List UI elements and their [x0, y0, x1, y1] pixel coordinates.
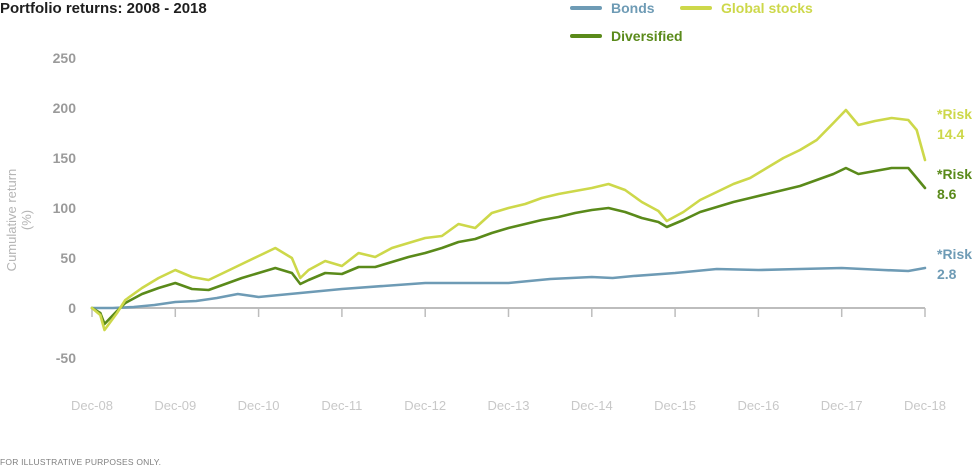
legend-label-diversified: Diversified — [611, 28, 683, 44]
x-tick-label-6: Dec-14 — [571, 398, 613, 413]
x-tick-label-10: Dec-18 — [904, 398, 946, 413]
risk-value-bonds: 2.8 — [937, 266, 957, 282]
risk-annotation-diversified: *Risk 8.6 — [937, 164, 972, 204]
risk-value-global-stocks: 14.4 — [937, 126, 965, 142]
legend-label-global-stocks: Global stocks — [721, 0, 813, 16]
y-tick-label-4: 150 — [53, 150, 77, 166]
axis-layer: -50 0 50 100 150 200 250 Dec-08 Dec-09 Dec-10 Dec-… — [53, 50, 946, 413]
x-tick-label-0: Dec-08 — [71, 398, 113, 413]
x-tick-label-8: Dec-16 — [737, 398, 779, 413]
legend-item-global-stocks: Global stocks — [680, 0, 813, 16]
x-tick-label-1: Dec-09 — [154, 398, 196, 413]
x-tick-label-2: Dec-10 — [238, 398, 280, 413]
footnote: FOR ILLUSTRATIVE PURPOSES ONLY. — [0, 457, 162, 467]
x-tick-label-3: Dec-11 — [321, 398, 362, 413]
series-line-bonds — [90, 266, 927, 310]
legend-swatch-global-stocks — [680, 6, 712, 10]
legend-item-bonds: Bonds — [570, 0, 655, 16]
risk-label-diversified: *Risk — [937, 166, 973, 182]
legend-swatch-bonds — [570, 6, 602, 10]
risk-annotation-global-stocks: *Risk 14.4 — [937, 104, 972, 144]
risk-label-bonds: *Risk — [937, 246, 973, 262]
legend-item-diversified: Diversified — [570, 28, 683, 44]
x-tick-label-5: Dec-13 — [488, 398, 530, 413]
chart-title: Portfolio returns: 2008 - 2018 — [0, 0, 207, 17]
risk-annotation-bonds: *Risk 2.8 — [937, 244, 972, 284]
series-layer — [90, 108, 927, 332]
y-tick-label-3: 100 — [53, 200, 77, 216]
x-tick-label-7: Dec-15 — [654, 398, 696, 413]
y-tick-label-5: 200 — [53, 100, 77, 116]
x-tick-label-4: Dec-12 — [404, 398, 446, 413]
risk-value-diversified: 8.6 — [937, 186, 957, 202]
y-tick-label-1: 0 — [68, 300, 76, 316]
legend-label-bonds: Bonds — [611, 0, 655, 16]
y-tick-label-2: 50 — [60, 250, 76, 266]
x-tick-label-9: Dec-17 — [821, 398, 863, 413]
risk-label-global-stocks: *Risk — [937, 106, 973, 122]
legend-swatch-diversified — [570, 34, 602, 38]
series-line-diversified — [90, 166, 927, 326]
series-line-global-stocks — [90, 108, 927, 332]
y-tick-label-0: -50 — [56, 350, 76, 366]
y-tick-label-6: 250 — [53, 50, 77, 66]
